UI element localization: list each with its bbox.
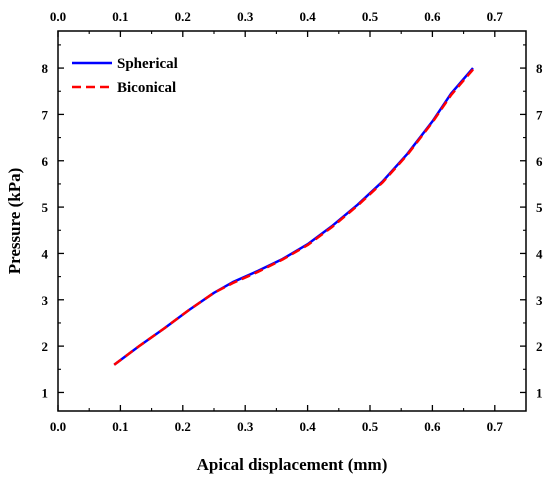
y-tick-label-right: 1: [536, 385, 543, 400]
x-tick-label-bottom: 0.2: [175, 419, 191, 434]
x-tick-label-top: 0.3: [237, 9, 254, 24]
x-tick-label-top: 0.1: [112, 9, 128, 24]
x-tick-label-top: 0.6: [424, 9, 441, 24]
x-tick-label-bottom: 0.3: [237, 419, 254, 434]
x-axis-title: Apical displacement (mm): [197, 455, 388, 474]
x-tick-label-top: 0.7: [487, 9, 504, 24]
y-tick-label-left: 2: [42, 339, 49, 354]
y-tick-label-left: 3: [42, 293, 49, 308]
y-tick-label-left: 8: [42, 61, 49, 76]
y-tick-label-left: 5: [42, 200, 49, 215]
legend-label-spherical: Spherical: [117, 56, 178, 72]
axis-ticks: [57, 31, 526, 411]
x-tick-label-bottom: 0.5: [362, 419, 379, 434]
y-tick-label-right: 7: [536, 107, 543, 122]
y-tick-label-left: 6: [42, 154, 49, 169]
y-tick-label-right: 2: [536, 339, 543, 354]
y-tick-label-right: 4: [536, 246, 543, 261]
plot-frame: [57, 30, 527, 412]
legend: Spherical Biconical: [72, 56, 178, 96]
tick-labels: 0.0 0.0 0.1 0.1 0.2 0.2 0.3 0.3 0.4 0.4 0.5 0.5 0.6 0…: [42, 9, 544, 434]
y-tick-label-left: 1: [42, 385, 49, 400]
series-line-biconical: [113, 68, 474, 366]
x-tick-label-top: 0.5: [362, 9, 379, 24]
series-lines: [113, 67, 474, 366]
y-tick-label-left: 7: [42, 107, 49, 122]
x-tick-label-top: 0.2: [175, 9, 191, 24]
x-tick-label-bottom: 0.4: [299, 419, 316, 434]
y-tick-label-right: 5: [536, 200, 543, 215]
y-tick-label-right: 6: [536, 154, 543, 169]
x-tick-label-bottom: 0.0: [50, 419, 66, 434]
x-tick-label-top: 0.0: [50, 9, 66, 24]
x-tick-label-bottom: 0.1: [112, 419, 128, 434]
y-tick-label-right: 3: [536, 293, 543, 308]
x-tick-label-bottom: 0.6: [424, 419, 441, 434]
y-axis-title: Pressure (kPa): [5, 168, 24, 275]
legend-label-biconical: Biconical: [117, 80, 176, 96]
y-tick-label-left: 4: [42, 246, 49, 261]
series-line-spherical: [113, 67, 474, 366]
x-tick-label-bottom: 0.7: [487, 419, 504, 434]
x-tick-label-top: 0.4: [299, 9, 316, 24]
y-tick-label-right: 8: [536, 61, 543, 76]
